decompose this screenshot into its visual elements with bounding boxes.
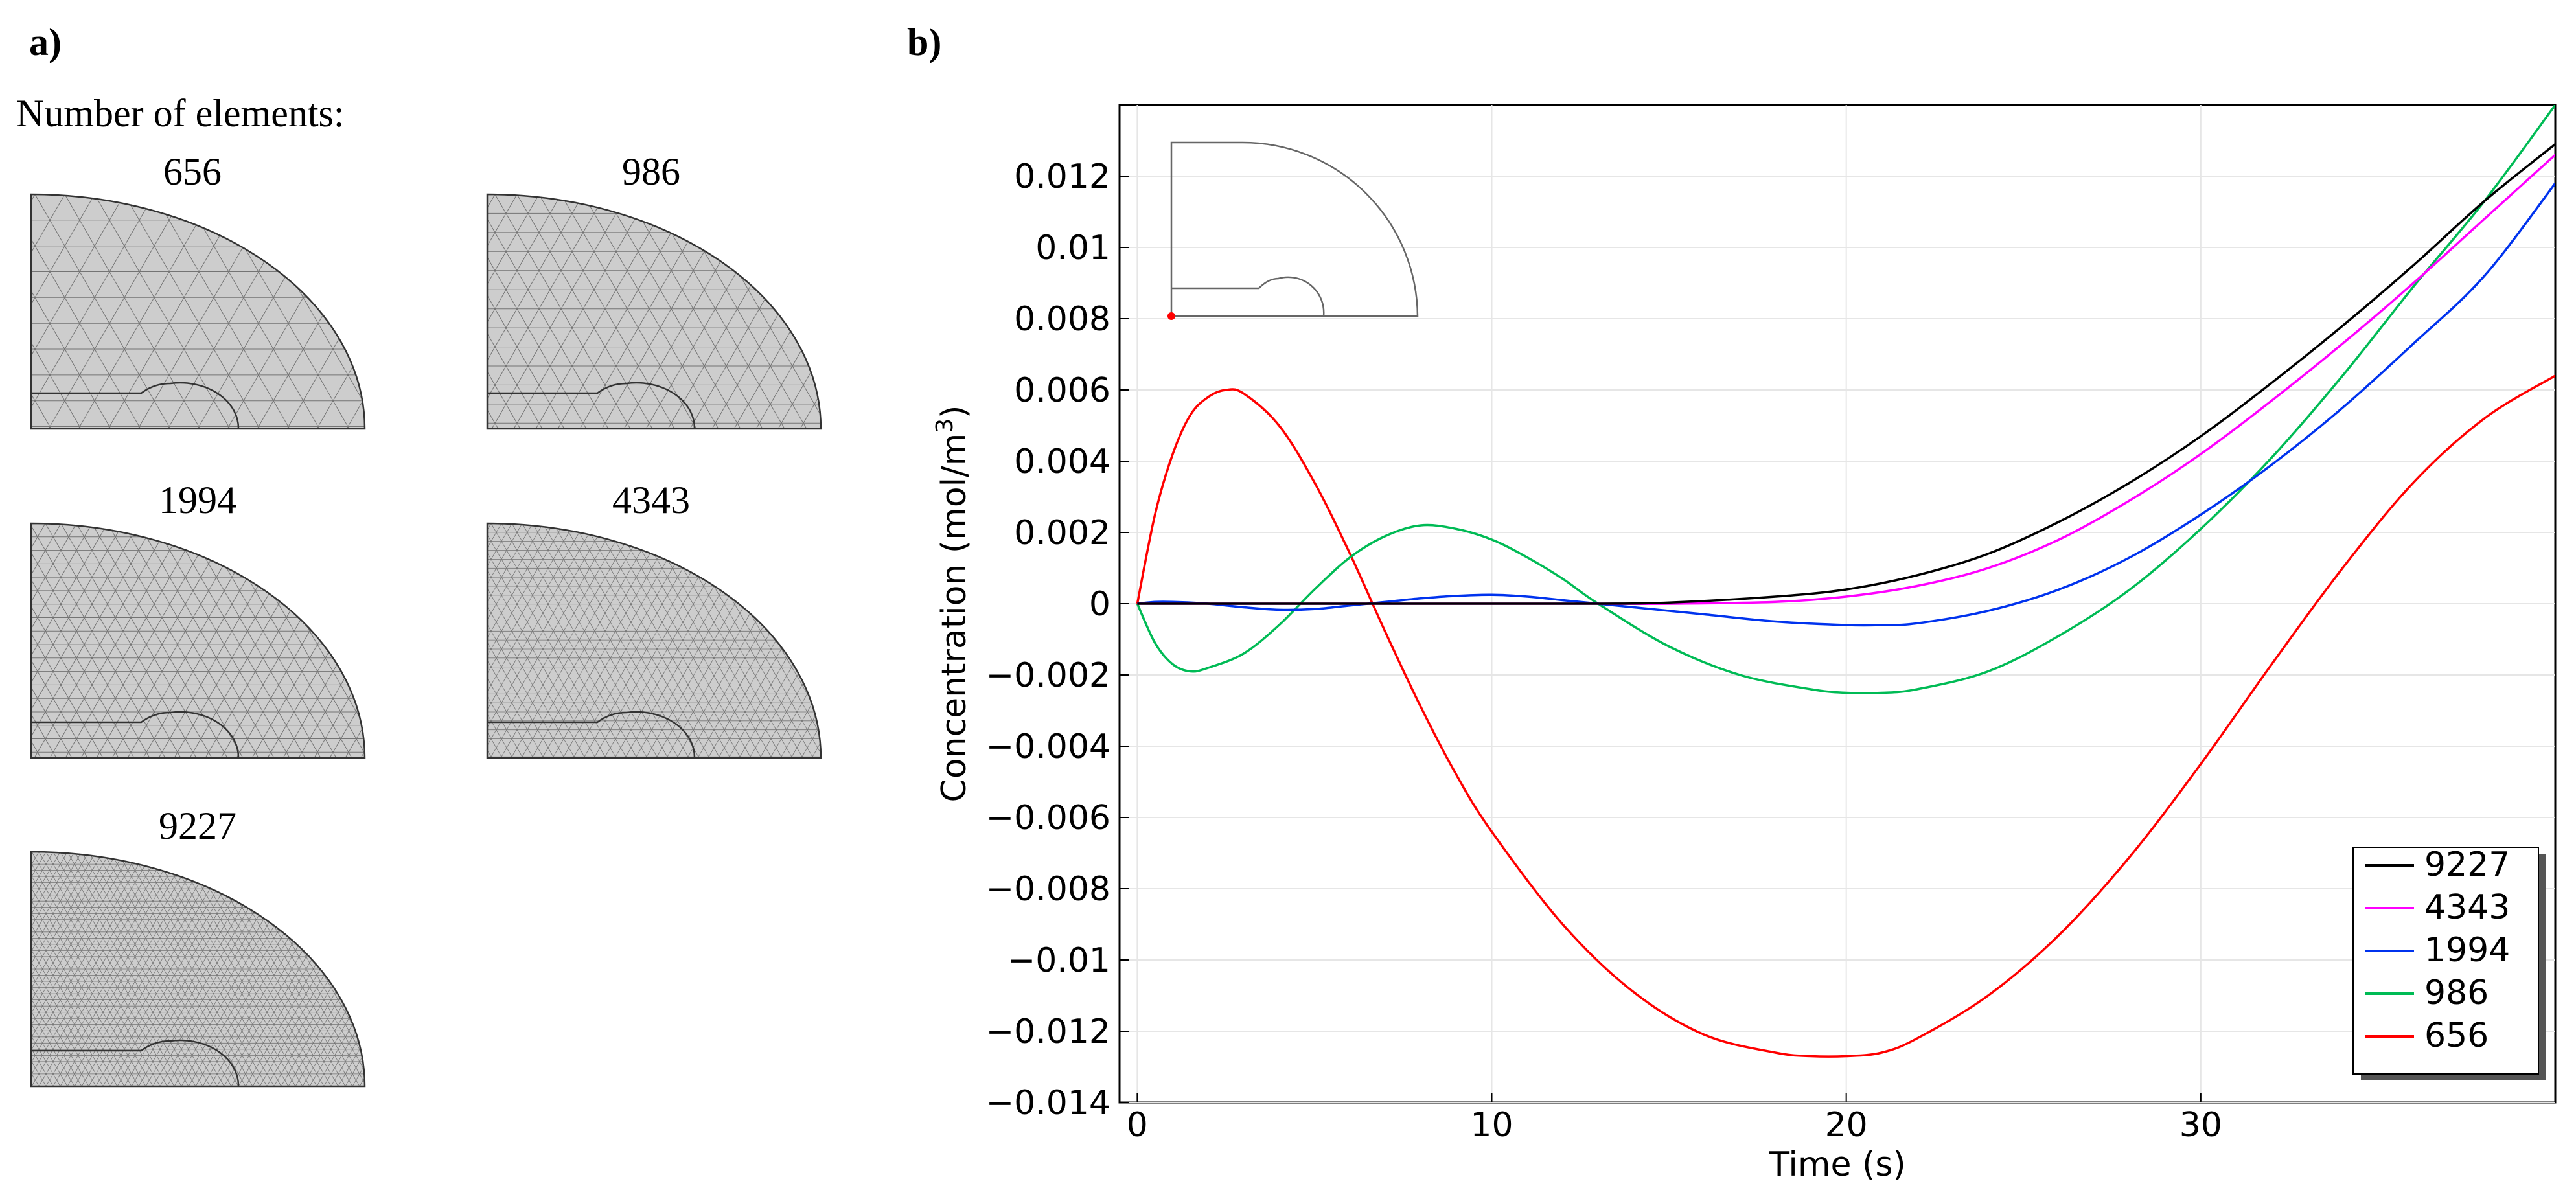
legend-label-986: 986 [2424,974,2489,1012]
x-tick-label: 30 [2179,1106,2222,1145]
inset-inner-boundary [1171,276,1325,317]
x-axis-ticks: 0 10 20 30 [1127,1093,2222,1145]
mesh-gallery: 656 986 1994 4343 9227 [30,150,822,1088]
y-tick-label: −0.01 [1007,941,1110,980]
inset-probe-point [1167,312,1175,320]
y-tick-label: 0.012 [1014,157,1110,196]
x-axis-title: Time (s) [1768,1145,1905,1184]
mesh-title-9227: 9227 [159,805,236,847]
panel-b-label: b) [907,21,941,63]
x-tick-label: 10 [1470,1106,1513,1145]
y-tick-label: 0.006 [1014,371,1110,410]
x-tick-label: 20 [1825,1106,1868,1145]
legend-label-656: 656 [2424,1016,2489,1055]
mesh-title-1994: 1994 [159,479,236,521]
x-tick-label: 0 [1127,1106,1148,1145]
inset-outline [1170,141,1419,317]
panel-a-label: a) [29,21,62,63]
series-line-656 [1136,374,2555,1058]
mesh-count-heading: Number of elements: [16,92,345,135]
legend-label-1994: 1994 [2424,931,2510,970]
y-tick-label: −0.004 [986,727,1110,766]
legend-label-9227: 9227 [2424,845,2510,884]
mesh-title-4343: 4343 [612,479,690,521]
series-line-1994 [1137,182,2555,627]
y-tick-label: 0 [1089,585,1110,624]
legend-label-4343: 4343 [2424,888,2510,927]
y-tick-label: 0.002 [1014,514,1110,553]
y-tick-label: −0.006 [986,799,1110,838]
series-line-9227 [1137,143,2555,605]
series-lines [1136,105,2555,1058]
mesh-title-656: 656 [163,150,222,193]
y-tick-label: 0.008 [1014,300,1110,339]
y-tick-label: 0.004 [1014,442,1110,481]
concentration-chart: 0.012 0.01 0.008 0.006 0.004 0.002 0 −0.002 −0.0… [932,104,2557,1184]
mesh-title-986: 986 [622,150,680,193]
y-tick-label: −0.014 [986,1084,1110,1123]
y-tick-label: −0.008 [986,870,1110,909]
y-axis-title: Concentration (mol/m3) [932,405,974,803]
series-line-986 [1136,105,2555,694]
y-tick-label: −0.012 [986,1012,1110,1051]
y-axis-ticks: 0.012 0.01 0.008 0.006 0.004 0.002 0 −0.002 −0.0… [986,157,1129,1123]
gridlines [1120,105,2555,1103]
legend: 9227 4343 1994 986 656 [2352,845,2546,1080]
y-tick-label: −0.002 [986,656,1110,695]
geometry-inset [1167,141,1419,320]
mesh-9227 [30,851,366,1088]
y-tick-label: 0.01 [1035,229,1110,268]
